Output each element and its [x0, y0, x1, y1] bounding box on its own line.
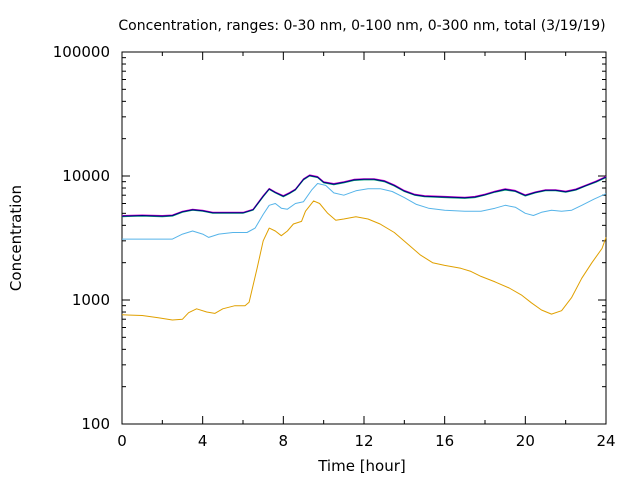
y-tick-label: 10000: [62, 167, 110, 185]
series-line-1: [121, 200, 607, 321]
x-axis-label: Time [hour]: [317, 457, 406, 475]
x-tick-label: 4: [198, 432, 208, 450]
series-layer: [121, 174, 607, 321]
series-line-3: [121, 175, 607, 218]
plot-frame: [121, 51, 607, 425]
y-tick-label: 100: [81, 415, 110, 433]
x-tick-label: 20: [516, 432, 535, 450]
y-tick-label: 1000: [72, 291, 110, 309]
x-tick-label: 16: [435, 432, 454, 450]
series-line-5: [121, 175, 607, 217]
y-axis-ticks: 100 1000 10000 100000: [53, 43, 606, 433]
x-tick-label: 8: [279, 432, 289, 450]
x-tick-label: 12: [354, 432, 373, 450]
x-tick-label: 0: [117, 432, 127, 450]
x-axis-ticks: 0 4 8 12 16 20 24: [117, 52, 616, 450]
x-tick-label: 24: [596, 432, 615, 450]
chart-title: Concentration, ranges: 0-30 nm, 0-100 nm…: [118, 18, 605, 34]
series-line-2: [122, 183, 607, 240]
y-axis-label: Concentration: [7, 185, 25, 291]
y-tick-label: 100000: [53, 43, 110, 61]
